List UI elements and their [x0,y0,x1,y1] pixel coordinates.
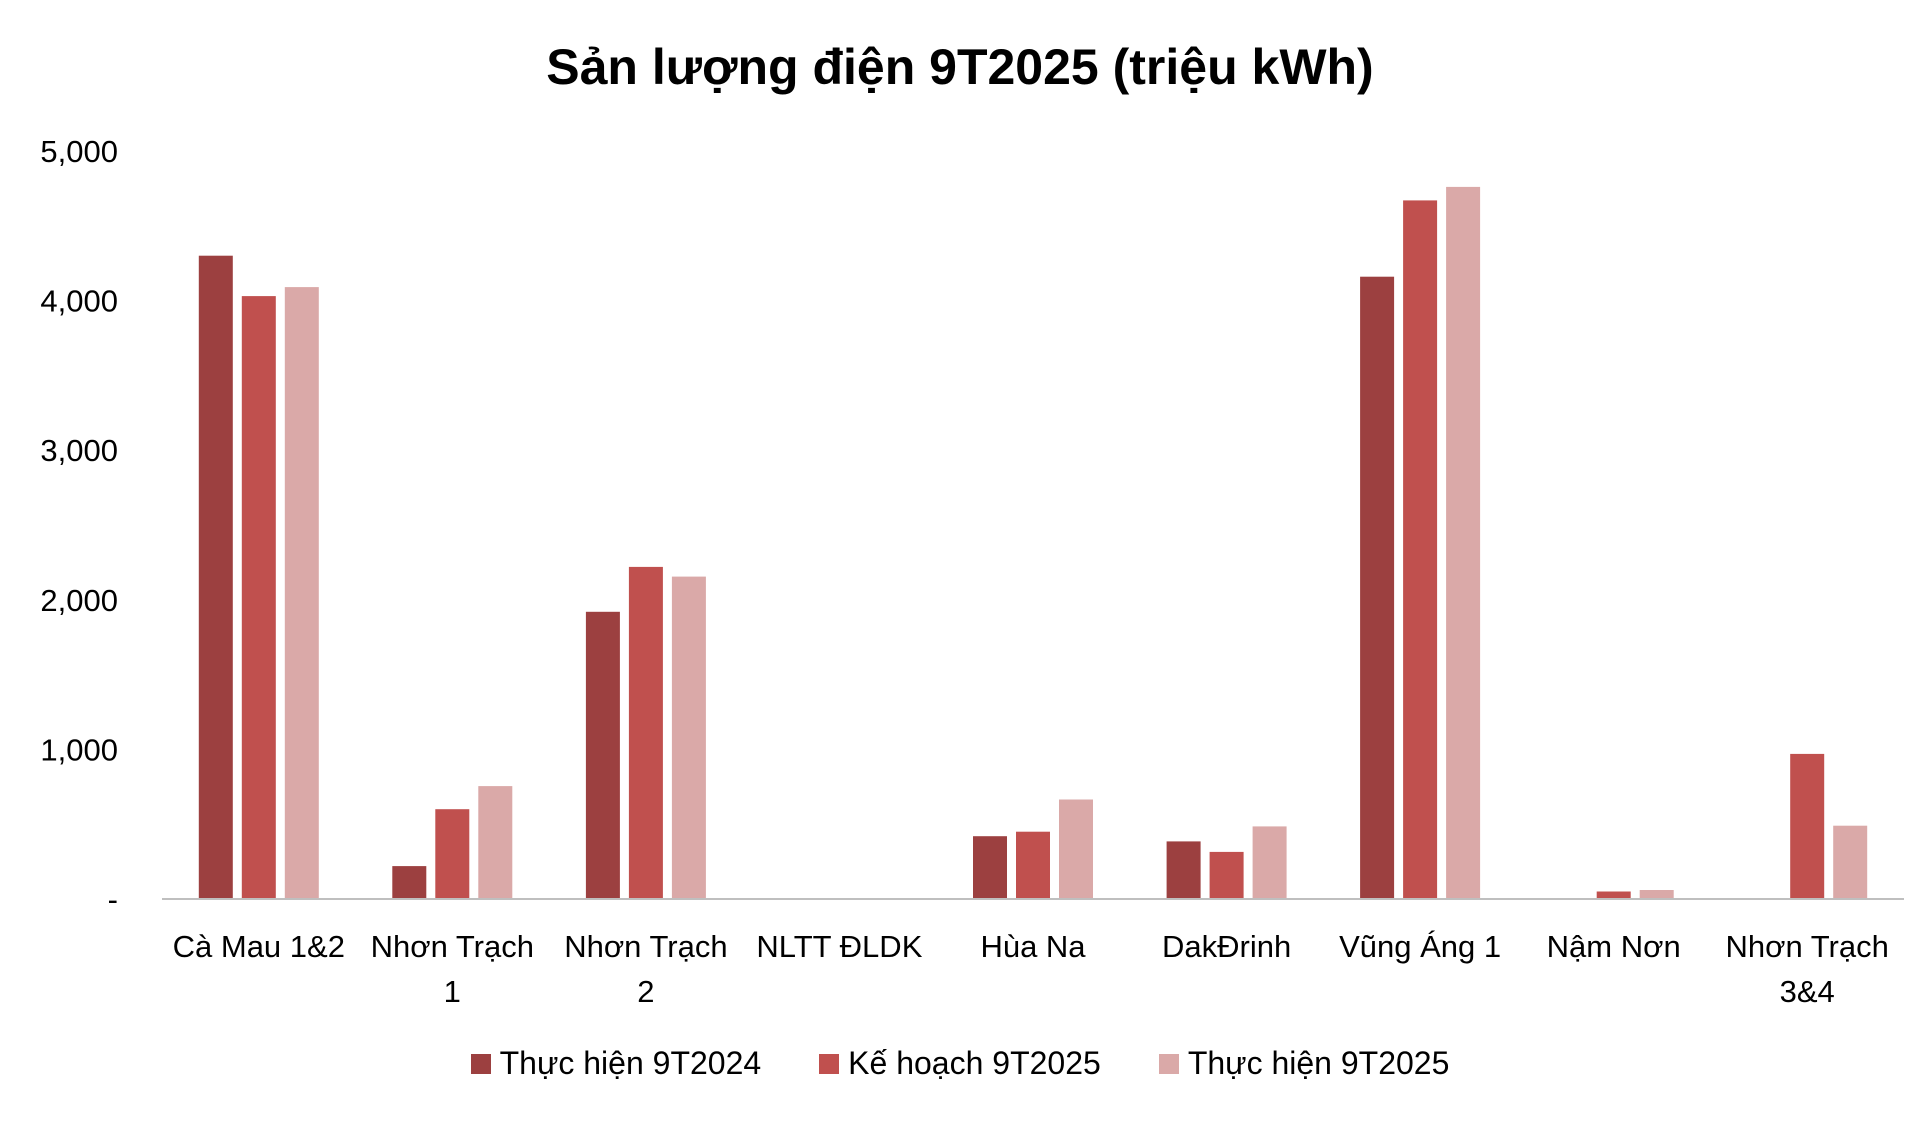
bar [1016,831,1050,899]
legend: Thực hiện 9T2024 Kế hoạch 9T2025 Thực hi… [0,1045,1920,1082]
bar [478,786,513,899]
legend-label: Thực hiện 9T2025 [1187,1045,1450,1081]
bar [198,255,233,899]
legend-label: Thực hiện 9T2024 [499,1045,762,1081]
y-tick-label: 2,000 [40,583,118,618]
legend-item-thuc-hien-9t2025: Thực hiện 9T2025 [1158,1045,1450,1082]
bar [973,836,1007,899]
bar [585,611,620,899]
x-axis-category-labels: Cà Mau 1&2 Nhơn Trạch 1 Nhơn Trạch 2 NLTT ĐLD… [173,929,1889,1009]
bar [435,809,470,899]
legend-swatch [1158,1053,1179,1074]
x-category-label: Nhơn Trạch 3&4 [1726,929,1889,1009]
bar [1059,799,1093,899]
legend-item-ke-hoach-9t2025: Kế hoạch 9T2025 [819,1045,1101,1082]
x-category-label: Vũng Áng 1 [1339,929,1501,964]
x-category-label: Nậm Nơn [1547,929,1681,964]
bar [1209,851,1244,899]
bar [1252,826,1287,899]
y-axis-tick-labels: - 1,000 2,000 3,000 4,000 5,000 [40,134,118,917]
y-tick-label: 5,000 [40,134,118,169]
bar [1403,200,1438,899]
bar [1833,825,1868,899]
legend-swatch [470,1053,491,1074]
legend-swatch [819,1053,840,1074]
x-category-label: DakĐrinh [1162,929,1291,964]
legend-item-thuc-hien-9t2024: Thực hiện 9T2024 [470,1045,762,1082]
bar [284,287,319,900]
y-tick-label: 4,000 [40,284,118,319]
x-category-label: Hùa Na [980,929,1086,964]
x-category-label: Cà Mau 1&2 [173,929,345,964]
legend-label: Kế hoạch 9T2025 [848,1045,1101,1081]
bar [1166,841,1201,899]
bar [1446,186,1481,899]
bar-series-group [198,186,1868,900]
bar [1360,276,1395,899]
chart-title: Sản lượng điện 9T2025 (triệu kWh) [546,39,1374,95]
bar [628,566,663,899]
x-category-label: Nhơn Trạch 2 [564,929,727,1009]
bar [1639,890,1674,899]
y-tick-label: - [108,882,118,917]
y-tick-label: 1,000 [40,732,118,767]
bar [241,296,276,900]
y-tick-label: 3,000 [40,433,118,468]
x-category-label: Nhơn Trạch 1 [371,929,534,1009]
bar [392,866,427,899]
bar [1596,891,1631,899]
bar [671,576,706,899]
bar [1790,753,1825,899]
x-category-label: NLTT ĐLDK [756,929,922,964]
